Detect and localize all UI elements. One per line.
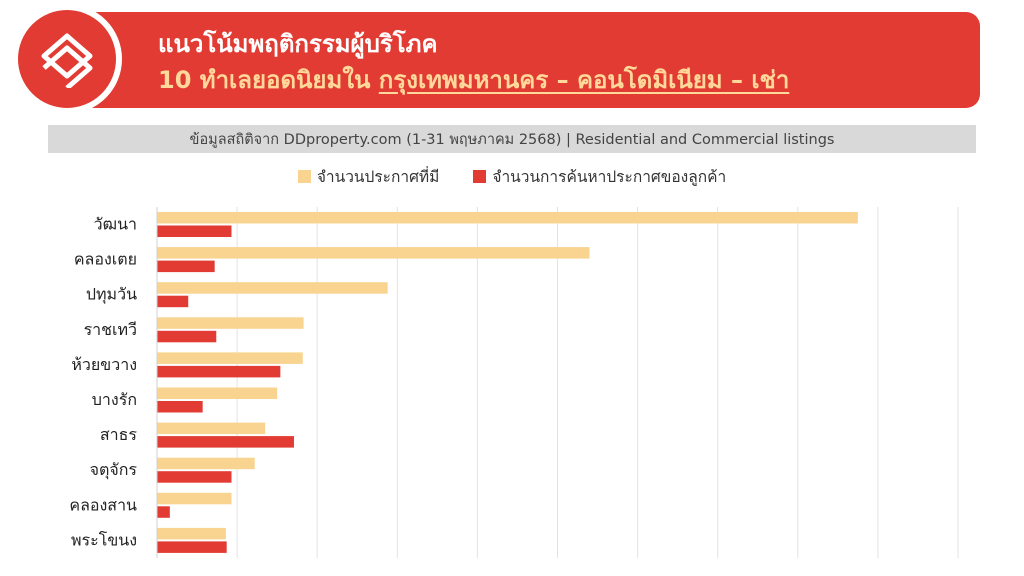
legend-swatch-searches: [473, 169, 487, 183]
chart-legend: จำนวนประกาศที่มี จำนวนการค้นหาประกาศของล…: [0, 164, 1024, 188]
ddproperty-house-logo-icon: [41, 33, 93, 88]
bar-listings: [157, 422, 266, 435]
bar-searches: [157, 541, 227, 553]
bar-listings: [157, 387, 278, 399]
brand-logo: [12, 4, 122, 114]
page-title: แนวโน้มพฤติกรรมผู้บริโภค: [158, 30, 438, 58]
bar-listings: [157, 457, 255, 470]
bar-searches: [157, 401, 203, 413]
bar-searches: [157, 506, 170, 518]
bar-searches: [157, 365, 281, 378]
bar-searches: [157, 330, 217, 343]
header-banner: [60, 12, 980, 108]
source-note: ข้อมูลสถิติจาก DDproperty.com (1-31 พฤษภ…: [48, 125, 976, 153]
bar-searches: [157, 471, 232, 483]
bar-listings: [157, 352, 303, 364]
bar-searches: [157, 260, 215, 273]
bar-searches: [157, 436, 294, 448]
bar-searches: [157, 225, 232, 237]
subtitle-highlight: กรุงเทพมหานคร – คอนโดมิเนียม – เช่า: [378, 66, 790, 94]
bar-listings: [157, 247, 590, 259]
bar-listings: [157, 282, 388, 294]
bar-listings: [157, 527, 226, 540]
category-label: คลองสาน: [69, 495, 137, 514]
page-subtitle: 10 ทำเลยอดนิยมใน กรุงเทพมหานคร – คอนโดมิ…: [158, 60, 789, 99]
legend-label-searches: จำนวนการค้นหาประกาศของลูกค้า: [492, 167, 727, 186]
legend-item-searches: จำนวนการค้นหาประกาศของลูกค้า: [473, 164, 726, 188]
bar-listings: [157, 492, 232, 505]
bar-listings: [157, 212, 858, 224]
legend-item-listings: จำนวนประกาศที่มี: [297, 164, 440, 188]
category-label: บางรัก: [92, 390, 137, 409]
category-label: คลองเตย: [74, 250, 137, 269]
subtitle-prefix: 10 ทำเลยอดนิยมใน: [158, 66, 379, 94]
legend-label-listings: จำนวนประกาศที่มี: [316, 167, 440, 186]
bar-searches: [157, 295, 189, 308]
category-label: ปทุมวัน: [86, 285, 137, 305]
category-label: วัฒนา: [94, 215, 137, 234]
category-label: พระโขนง: [71, 530, 137, 549]
category-label: ราชเทวี: [84, 320, 137, 339]
category-label: จตุจักร: [90, 460, 138, 480]
legend-swatch-listings: [297, 169, 311, 183]
category-label: สาธร: [100, 425, 138, 444]
bar-listings: [157, 317, 304, 329]
category-label: ห้วยขวาง: [71, 355, 137, 374]
